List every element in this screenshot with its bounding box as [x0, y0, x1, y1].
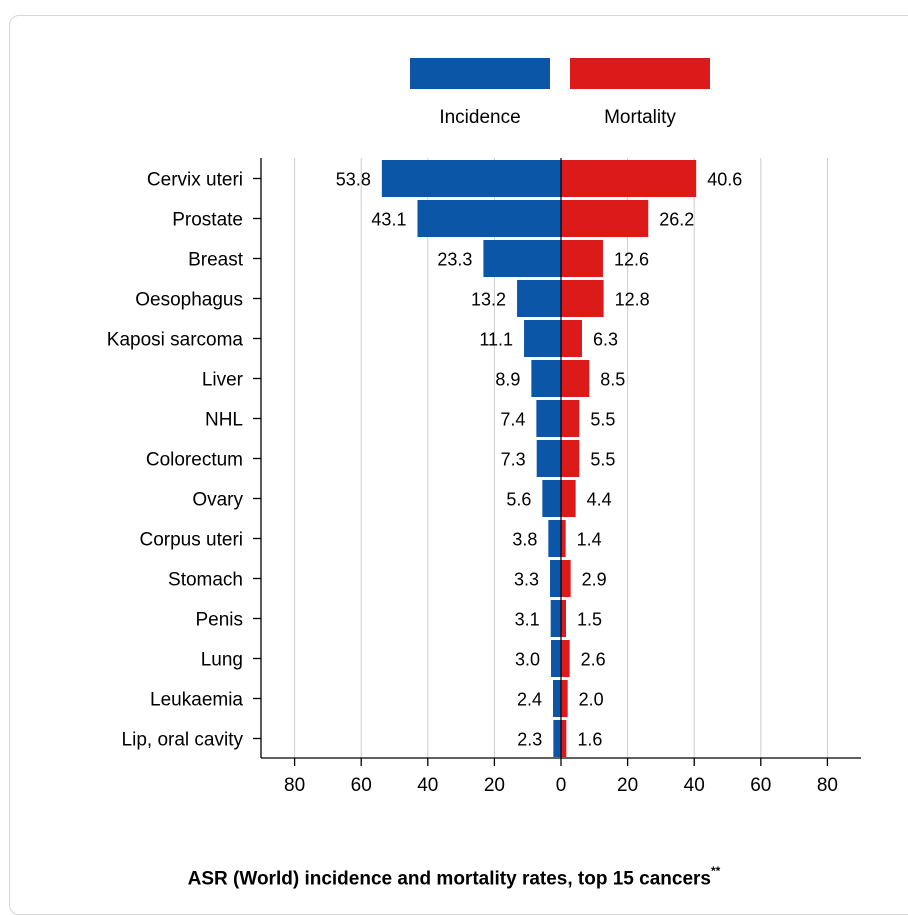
incidence-value-label: 23.3 — [437, 250, 472, 270]
mortality-value-label: 5.5 — [590, 450, 615, 470]
category-label: Prostate — [172, 210, 243, 231]
mortality-bar — [561, 240, 603, 277]
mortality-bar — [561, 360, 590, 397]
x-tick-label: 60 — [351, 775, 372, 796]
mortality-value-label: 1.6 — [577, 730, 602, 750]
x-tick-label: 80 — [284, 775, 305, 796]
mortality-bar — [561, 400, 580, 437]
chart-title-text: ASR (World) incidence and mortality rate… — [187, 868, 711, 890]
incidence-bar — [550, 600, 561, 637]
mortality-bar — [561, 680, 568, 717]
mortality-bar — [561, 320, 582, 357]
mortality-bar — [561, 440, 580, 477]
x-tick-label: 40 — [684, 775, 705, 796]
incidence-value-label: 3.0 — [515, 650, 540, 670]
mortality-value-label: 40.6 — [707, 170, 742, 190]
incidence-bar — [548, 520, 561, 557]
x-tick-label: 0 — [556, 775, 567, 796]
incidence-bar — [551, 640, 561, 677]
mortality-value-label: 2.9 — [582, 570, 607, 590]
incidence-bar — [524, 320, 561, 357]
incidence-value-label: 3.8 — [512, 530, 537, 550]
category-label: Penis — [195, 610, 243, 631]
incidence-bar — [381, 160, 561, 197]
incidence-value-label: 7.4 — [500, 410, 525, 430]
mortality-bar — [561, 480, 576, 517]
mortality-value-label: 8.5 — [600, 370, 625, 390]
chart-title: ASR (World) incidence and mortality rate… — [0, 864, 908, 890]
incidence-value-label: 2.3 — [517, 730, 542, 750]
mortality-value-label: 6.3 — [593, 330, 618, 350]
incidence-bar — [483, 240, 561, 277]
category-label: Breast — [188, 250, 244, 271]
x-tick-label: 80 — [817, 775, 838, 796]
mortality-value-label: 12.8 — [615, 290, 650, 310]
legend-label-incidence: Incidence — [439, 107, 520, 128]
mortality-value-label: 26.2 — [659, 210, 694, 230]
incidence-bar — [531, 360, 561, 397]
incidence-bar — [553, 720, 561, 757]
incidence-bar — [417, 200, 561, 237]
incidence-bar — [542, 480, 561, 517]
mortality-value-label: 1.4 — [577, 530, 602, 550]
incidence-bar — [536, 400, 561, 437]
category-label: Cervix uteri — [147, 170, 243, 191]
incidence-value-label: 5.6 — [506, 490, 531, 510]
mortality-bar — [561, 520, 566, 557]
legend-swatch-mortality — [570, 58, 710, 89]
mortality-bar — [561, 600, 566, 637]
mortality-bar — [561, 560, 571, 597]
chart-title-footnote-mark: ** — [711, 864, 721, 878]
mortality-bar — [561, 160, 697, 197]
incidence-value-label: 53.8 — [336, 170, 371, 190]
category-label: Leukaemia — [150, 690, 243, 711]
mortality-bar — [561, 200, 649, 237]
incidence-value-label: 3.1 — [515, 610, 540, 630]
incidence-value-label: 2.4 — [517, 690, 542, 710]
mortality-value-label: 1.5 — [577, 610, 602, 630]
incidence-value-label: 11.1 — [479, 330, 513, 350]
x-tick-label: 40 — [417, 775, 438, 796]
category-label: Liver — [202, 370, 244, 391]
incidence-bar — [517, 280, 561, 317]
category-label: Lung — [201, 650, 243, 671]
category-label: Lip, oral cavity — [122, 730, 244, 751]
mortality-bar — [561, 280, 604, 317]
incidence-value-label: 43.1 — [371, 210, 406, 230]
category-label: Corpus uteri — [140, 530, 244, 551]
category-label: Stomach — [168, 570, 243, 591]
x-tick-label: 20 — [484, 775, 505, 796]
x-tick-label: 20 — [617, 775, 638, 796]
x-tick-label: 60 — [750, 775, 771, 796]
legend-swatch-incidence — [410, 58, 550, 89]
incidence-value-label: 13.2 — [471, 290, 506, 310]
legend-label-mortality: Mortality — [604, 107, 676, 128]
mortality-value-label: 2.0 — [579, 690, 604, 710]
incidence-bar — [550, 560, 561, 597]
mortality-value-label: 2.6 — [581, 650, 606, 670]
mortality-bar — [561, 640, 570, 677]
incidence-value-label: 3.3 — [514, 570, 539, 590]
mortality-value-label: 4.4 — [587, 490, 612, 510]
category-label: NHL — [205, 410, 243, 431]
incidence-value-label: 8.9 — [495, 370, 520, 390]
category-label: Colorectum — [146, 450, 243, 471]
mortality-value-label: 5.5 — [590, 410, 615, 430]
incidence-value-label: 7.3 — [501, 450, 526, 470]
category-label: Kaposi sarcoma — [107, 330, 244, 351]
incidence-bar — [536, 440, 561, 477]
incidence-bar — [553, 680, 561, 717]
mortality-value-label: 12.6 — [614, 250, 649, 270]
category-label: Oesophagus — [135, 290, 243, 311]
category-label: Ovary — [192, 490, 243, 511]
mortality-bar — [561, 720, 567, 757]
